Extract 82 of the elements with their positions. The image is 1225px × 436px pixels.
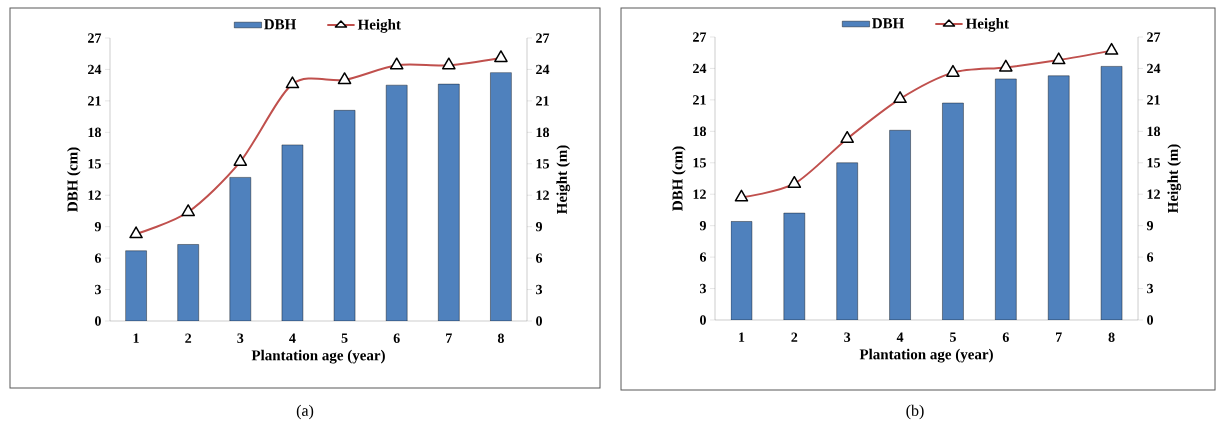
y-tick-label: 3: [95, 284, 101, 295]
y-tick-label: 12: [88, 190, 101, 200]
y-tick-label: 0: [700, 315, 706, 325]
y2-tick-label: 3: [536, 284, 543, 295]
bar: [385, 84, 408, 321]
x-tick-label: 2: [791, 332, 798, 342]
y2-tick-label: 6: [536, 253, 543, 263]
bar: [1048, 75, 1070, 320]
y2-tick-label: 6: [1147, 252, 1154, 262]
legend-label: Height: [357, 19, 401, 33]
x-tick-label: 1: [739, 332, 745, 342]
y-axis-title: DBH (cm): [672, 146, 686, 211]
y2-tick-label: 18: [536, 127, 550, 138]
x-tick-label: 5: [341, 333, 348, 343]
y2-tick-label: 12: [1147, 189, 1160, 199]
y-tick-label: 21: [88, 96, 101, 106]
bar: [333, 110, 356, 321]
y-tick-label: 24: [88, 64, 102, 75]
y2-tick-label: 3: [1147, 283, 1154, 294]
bar: [438, 83, 460, 321]
x-tick-label: 6: [393, 333, 400, 343]
y2-tick-label: 21: [1147, 95, 1160, 105]
bar: [995, 78, 1017, 320]
y2-tick-label: 9: [1146, 220, 1154, 231]
y2-tick-label: 24: [1147, 63, 1161, 74]
y-tick-label: 9: [94, 221, 101, 232]
y-tick-label: 18: [693, 126, 707, 137]
y2-tick-label: 0: [536, 316, 542, 326]
y2-tick-label: 9: [535, 221, 543, 232]
y2-tick-label: 15: [536, 159, 550, 169]
bar: [942, 102, 964, 320]
x-tick-label: 2: [185, 333, 192, 343]
text: (a): [296, 404, 314, 420]
y2-tick-label: 12: [536, 190, 549, 200]
x-tick-label: 7: [446, 333, 452, 343]
bar: [125, 250, 147, 321]
y-tick-label: 21: [693, 95, 706, 105]
bar: [889, 130, 911, 320]
x-axis-title: Plantation age (year): [251, 349, 385, 364]
x-tick-label: 3: [237, 333, 244, 343]
y-tick-label: 24: [693, 63, 707, 74]
bar: [1100, 66, 1123, 320]
x-tick-label: 4: [896, 332, 904, 342]
bar: [177, 244, 199, 321]
x-tick-label: 8: [497, 333, 504, 343]
x-tick-label: 7: [1056, 332, 1062, 342]
y2-axis-title: Height (m): [1167, 144, 1182, 214]
bar: [836, 162, 858, 320]
x-tick-label: 8: [1108, 332, 1115, 342]
bar: [783, 212, 806, 320]
y-tick-label: 6: [94, 253, 102, 263]
y2-tick-label: 27: [1147, 32, 1161, 42]
y2-tick-label: 24: [536, 64, 550, 75]
legend-label: DBH: [264, 19, 297, 30]
legend-label: Height: [965, 18, 1009, 32]
x-tick-label: 3: [844, 332, 851, 342]
y-tick-label: 0: [95, 316, 101, 326]
y-tick-label: 6: [699, 252, 707, 262]
y2-tick-label: 27: [536, 33, 550, 43]
y-tick-label: 18: [88, 127, 102, 138]
bar: [229, 177, 252, 321]
y2-tick-label: 21: [536, 96, 549, 106]
x-axis-title: Plantation age (year): [859, 348, 993, 363]
y-axis-title: DBH (cm): [67, 147, 81, 212]
y-tick-label: 27: [693, 32, 707, 42]
y-tick-label: 9: [699, 220, 706, 231]
x-tick-label: 4: [289, 333, 296, 343]
y2-axis-title: Height (m): [556, 145, 571, 215]
x-tick-label: 1: [133, 333, 139, 343]
y-tick-label: 15: [88, 159, 101, 169]
bar: [490, 72, 512, 321]
y2-tick-label: 18: [1147, 126, 1161, 137]
y-tick-label: 15: [693, 158, 706, 168]
y2-tick-label: 15: [1147, 158, 1161, 168]
y-tick-label: 3: [700, 283, 706, 294]
x-tick-label: 5: [950, 332, 956, 342]
y-tick-label: 27: [88, 33, 102, 43]
legend-label: DBH: [872, 18, 905, 29]
y-tick-label: 12: [693, 189, 706, 199]
text: (b): [906, 404, 924, 420]
y2-tick-label: 0: [1147, 315, 1154, 325]
x-tick-label: 6: [1002, 332, 1009, 342]
